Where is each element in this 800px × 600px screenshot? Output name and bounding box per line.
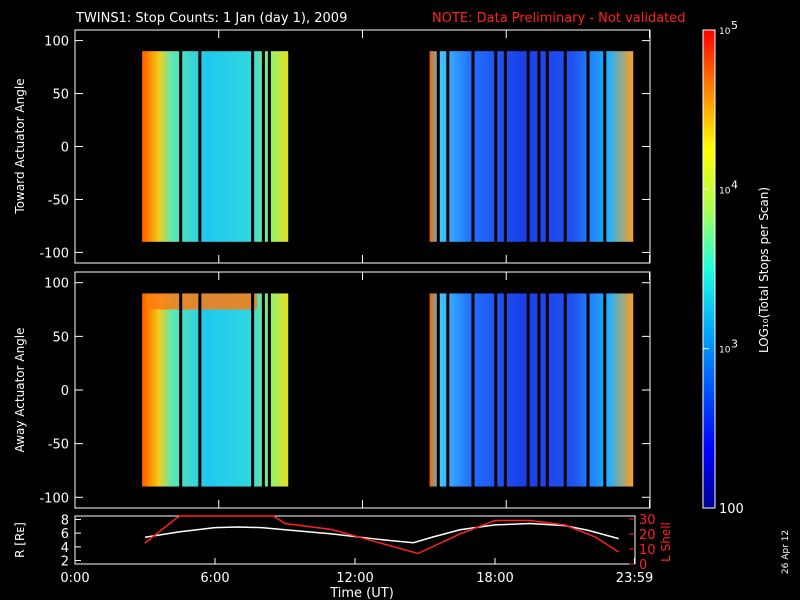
data-gap: [563, 49, 567, 244]
panel-toward-y-axis: 100 50 0 -50 -100: [39, 35, 650, 261]
colorbar-tick-label: 100: [719, 502, 744, 517]
data-gap: [537, 49, 541, 244]
data-gap: [586, 291, 590, 489]
data-gap: [545, 291, 549, 489]
data-gap: [603, 49, 607, 244]
x-tick-label: 6:00: [200, 571, 229, 586]
panel-away-heatmap: [142, 291, 634, 489]
data-gap: [494, 49, 498, 244]
data-gap: [545, 49, 549, 244]
preliminary-note: NOTE: Data Preliminary - Not validated: [432, 11, 686, 26]
panel-toward: 100 50 0 -50 -100 Toward Actuator Angle: [13, 29, 651, 264]
data-block: [142, 293, 289, 487]
data-block: [429, 51, 634, 242]
chart-title: TWINS1: Stop Counts: 1 Jan (day 1), 2009: [75, 11, 347, 26]
date-stamp: 26 Apr 12: [781, 530, 791, 574]
data-gap: [198, 291, 202, 489]
data-gap: [267, 291, 271, 489]
x-tick-label: 23:59: [616, 571, 653, 586]
x-tick-label: 0:00: [60, 571, 89, 586]
data-gap: [503, 291, 507, 489]
data-gap: [563, 291, 567, 489]
colorbar-tick-label: 10: [719, 186, 731, 196]
x-tick-label: 18:00: [476, 571, 513, 586]
orbit-right-ylabel: L Shell: [659, 522, 673, 562]
orbit-left-ylabel: R [Rᴇ]: [13, 522, 27, 558]
data-gap: [436, 49, 440, 244]
data-gap: [436, 291, 440, 489]
panel-toward-heatmap: [142, 49, 634, 244]
x-axis-label: Time (UT): [329, 586, 394, 600]
data-block: [429, 293, 634, 487]
y-tick-label: -100: [39, 491, 69, 506]
right-tick-label: 0: [639, 558, 647, 573]
high-count-band: [149, 293, 258, 310]
y-tick-label: 0: [61, 141, 69, 156]
y-tick-label: -50: [48, 193, 69, 208]
data-gap: [251, 49, 255, 244]
panel-toward-ylabel: Toward Actuator Angle: [13, 78, 27, 214]
panel-away-ylabel: Away Actuator Angle: [13, 327, 27, 452]
colorbar-tick-exponent: 3: [731, 338, 738, 351]
left-tick-label: 4: [61, 541, 69, 556]
right-tick-label: 30: [639, 513, 656, 528]
data-block: [142, 51, 289, 242]
data-gap: [251, 291, 255, 489]
data-gap: [526, 291, 530, 489]
colorbar-label: LOG₁₀(Total Stops per Scan): [757, 187, 771, 353]
lshell-series-line: [144, 515, 620, 555]
data-gap: [179, 291, 183, 489]
data-gap: [267, 49, 271, 244]
data-gap: [471, 291, 475, 489]
panel-orbit-lines: [144, 515, 620, 555]
data-gap: [198, 49, 202, 244]
left-tick-label: 6: [61, 527, 69, 542]
panel-away-y-axis: 100 50 0 -50 -100: [39, 277, 650, 506]
y-tick-label: 100: [44, 277, 69, 292]
colorbar-tick-label: 10: [719, 346, 731, 356]
colorbar-tick-label: 10: [719, 27, 731, 37]
data-gap: [586, 49, 590, 244]
panel-away: 100 50 0 -50 -100 Away Actuator Angle: [13, 271, 651, 509]
colorbar-tick-exponent: 5: [731, 19, 738, 32]
x-tick-label: 12:00: [336, 571, 373, 586]
y-tick-label: 0: [61, 384, 69, 399]
data-gap: [494, 291, 498, 489]
colorbar-tick-exponent: 4: [731, 178, 738, 191]
y-tick-label: 100: [44, 35, 69, 50]
data-gap: [446, 49, 450, 244]
y-tick-label: -50: [48, 438, 69, 453]
colorbar-scale: [702, 29, 716, 509]
data-gap: [471, 49, 475, 244]
left-tick-label: 8: [61, 513, 69, 528]
y-tick-label: 50: [52, 330, 69, 345]
y-tick-label: 50: [52, 88, 69, 103]
data-gap: [446, 291, 450, 489]
right-tick-label: 10: [639, 543, 656, 558]
y-tick-label: -100: [39, 246, 69, 261]
data-gap: [603, 291, 607, 489]
data-gap: [526, 49, 530, 244]
right-tick-label: 20: [639, 528, 656, 543]
data-gap: [261, 49, 265, 244]
data-gap: [537, 291, 541, 489]
left-tick-label: 2: [61, 555, 69, 570]
data-gap: [179, 49, 183, 244]
r-series-line: [144, 522, 619, 544]
data-gap: [503, 49, 507, 244]
data-gap: [261, 291, 265, 489]
